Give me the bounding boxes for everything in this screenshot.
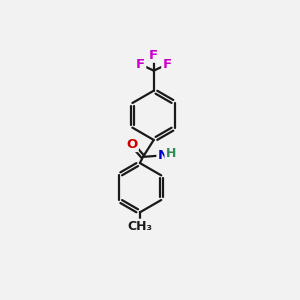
Text: N: N bbox=[158, 149, 169, 162]
Text: O: O bbox=[127, 138, 138, 151]
Text: CH₃: CH₃ bbox=[128, 220, 152, 233]
Text: F: F bbox=[149, 49, 158, 62]
Text: F: F bbox=[162, 58, 171, 71]
Text: F: F bbox=[136, 58, 145, 71]
Text: H: H bbox=[166, 147, 176, 160]
